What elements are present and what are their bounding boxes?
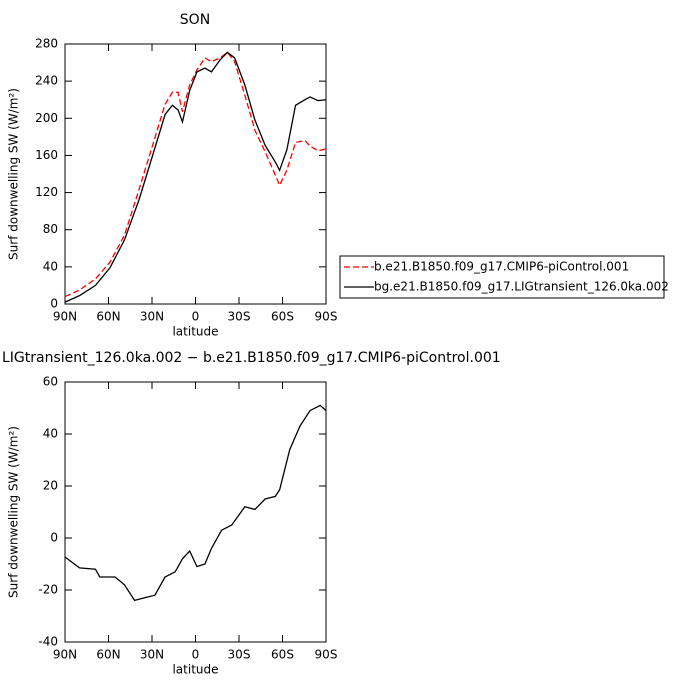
x-tick-label: 60S: [271, 310, 294, 324]
x-tick-label: 0: [192, 648, 200, 662]
y-tick-label: 280: [35, 37, 58, 51]
y-tick-label: 40: [43, 259, 58, 273]
x-tick-label: 30S: [228, 310, 251, 324]
y-tick-label: 240: [35, 74, 58, 88]
x-tick-label: 60S: [271, 648, 294, 662]
x-tick-label: 90N: [53, 310, 77, 324]
plot-frame: [64, 43, 327, 305]
x-tick-label: 30N: [140, 648, 164, 662]
legend-label: b.e21.B1850.f09_g17.CMIP6-piControl.001: [374, 260, 629, 274]
x-tick-label: 90S: [315, 310, 338, 324]
x-axis-label: latitude: [172, 325, 218, 339]
y-tick-label: 0: [50, 297, 58, 311]
x-tick-label: 30S: [228, 648, 251, 662]
x-tick-label: 0: [192, 310, 200, 324]
y-tick-label: -40: [38, 635, 58, 649]
x-tick-label: 60N: [96, 648, 120, 662]
legend-box: [339, 255, 665, 299]
y-tick-label: 20: [43, 479, 58, 493]
chart-title: SON: [180, 12, 210, 28]
y-tick-label: 80: [43, 222, 58, 236]
x-tick-label: 90N: [53, 648, 77, 662]
plot-frame: [64, 381, 327, 643]
data-line: [64, 404, 327, 602]
y-tick-label: 120: [35, 185, 58, 199]
x-tick-label: 90S: [315, 648, 338, 662]
y-tick-label: 0: [50, 531, 58, 545]
data-line: [64, 51, 327, 298]
x-axis-label: latitude: [172, 663, 218, 677]
chart-title: LIGtransient_126.0ka.002 − b.e21.B1850.f…: [2, 350, 501, 366]
x-tick-label: 60N: [96, 310, 120, 324]
legend-label: bg.e21.B1850.f09_g17.LIGtransient_126.0k…: [374, 280, 669, 294]
y-axis-label: Surf downwelling SW (W/m²): [7, 426, 21, 598]
y-tick-label: -20: [38, 583, 58, 597]
data-line: [64, 51, 327, 303]
y-tick-label: 200: [35, 111, 58, 125]
x-tick-label: 30N: [140, 310, 164, 324]
y-tick-label: 60: [43, 375, 58, 389]
y-tick-label: 160: [35, 148, 58, 162]
y-tick-label: 40: [43, 427, 58, 441]
y-axis-label: Surf downwelling SW (W/m²): [7, 88, 21, 260]
